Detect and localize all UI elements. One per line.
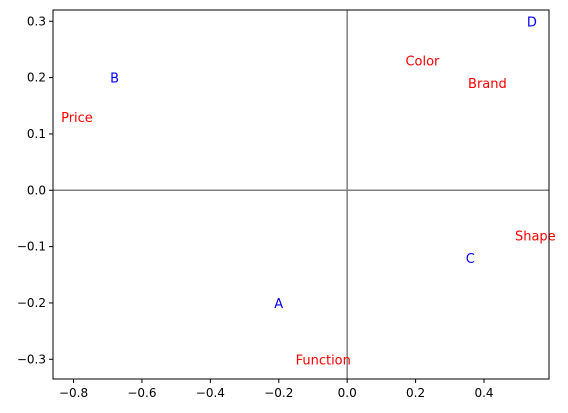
x-tick-label: −0.8 (59, 386, 88, 400)
point-label-price: Price (61, 111, 93, 126)
y-tick-label: −0.3 (17, 352, 46, 366)
point-label-a: A (274, 297, 283, 312)
point-label-brand: Brand (468, 77, 507, 92)
x-tick-label: 0.2 (406, 386, 425, 400)
plot-frame (52, 9, 550, 380)
y-axis: −0.3 −0.2 −0.1 0.0 0.1 0.2 0.3 (17, 14, 53, 366)
x-tick-label: 0.0 (338, 386, 357, 400)
y-tick-label: 0.0 (27, 183, 46, 197)
plot-area: A B C D Price Color Brand Shape Function (52, 9, 556, 380)
y-tick-label: −0.2 (17, 296, 46, 310)
y-tick-label: 0.3 (27, 14, 46, 28)
x-tick-label: −0.4 (196, 386, 225, 400)
x-tick-label: −0.2 (264, 386, 293, 400)
x-tick-label: −0.6 (127, 386, 156, 400)
y-tick-label: −0.1 (17, 240, 46, 254)
y-tick-label: 0.1 (27, 127, 46, 141)
x-tick-label: 0.4 (474, 386, 493, 400)
point-label-shape: Shape (515, 229, 556, 244)
point-label-d: D (527, 15, 537, 30)
point-label-c: C (466, 252, 475, 267)
point-label-function: Function (296, 353, 351, 368)
point-labels: A B C D Price Color Brand Shape Function (61, 15, 556, 368)
point-label-b: B (110, 72, 119, 87)
point-label-color: Color (405, 55, 440, 70)
y-tick-label: 0.2 (27, 71, 46, 85)
x-axis: −0.8 −0.6 −0.4 −0.2 0.0 0.2 0.4 (59, 379, 494, 400)
